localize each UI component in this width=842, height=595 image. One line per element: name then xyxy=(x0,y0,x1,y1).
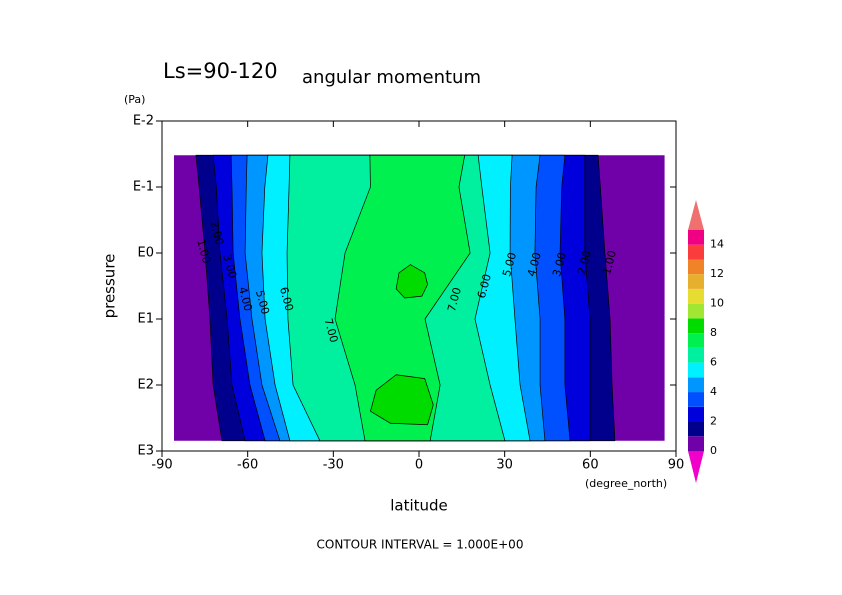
colorbar-under xyxy=(688,451,704,483)
y-unit: (Pa) xyxy=(124,93,145,106)
colorbar-swatch xyxy=(688,274,704,289)
y-tick-label: E-2 xyxy=(133,114,154,129)
x-tick-label: 60 xyxy=(582,458,599,473)
colorbar-tick-label: 0 xyxy=(710,444,717,457)
colorbar-swatch xyxy=(688,377,704,393)
contour-label: 4.00 xyxy=(525,251,544,278)
colorbar-tick-label: 2 xyxy=(710,415,717,428)
contour-label: 2.00 xyxy=(575,249,594,276)
x-axis-label: latitude xyxy=(390,497,448,515)
colorbar-tick-label: 6 xyxy=(710,356,717,369)
contour-label: 5.00 xyxy=(500,251,519,278)
colorbar-tick-label: 14 xyxy=(710,238,724,251)
x-tick-label: -90 xyxy=(151,458,172,473)
colorbar-swatch xyxy=(688,230,704,245)
contour-label: 6.00 xyxy=(277,285,296,312)
contour-label: 7.00 xyxy=(445,286,464,313)
closed-contour xyxy=(395,264,428,299)
colorbar-swatch xyxy=(688,288,704,304)
contour-band xyxy=(334,154,471,442)
footer-note: CONTOUR INTERVAL = 1.000E+00 xyxy=(317,538,524,552)
x-tick-label: -60 xyxy=(237,458,258,473)
colorbar-swatch xyxy=(688,436,704,451)
contour-label: 3.00 xyxy=(550,251,569,278)
colorbar-tick-label: 10 xyxy=(710,297,724,310)
colorbar-swatch xyxy=(688,244,704,260)
colorbar-swatch xyxy=(688,333,704,348)
colorbar-swatch xyxy=(688,421,704,437)
contour-label: 2.00 xyxy=(207,219,226,246)
x-tick-label: 90 xyxy=(668,458,685,473)
colorbar-swatch xyxy=(688,259,704,275)
colorbar-swatch xyxy=(688,392,704,407)
contour-label: 4.00 xyxy=(236,285,255,312)
chart-title: Ls=90-120 xyxy=(163,59,278,83)
x-tick-label: 0 xyxy=(415,458,423,473)
y-tick-label: E-1 xyxy=(133,180,154,195)
closed-contour xyxy=(370,374,434,426)
contour-label: 5.00 xyxy=(253,289,272,316)
contour-label: 1.00 xyxy=(194,238,213,265)
colorbar-tick-label: 4 xyxy=(710,385,717,398)
chart-subtitle: angular momentum xyxy=(302,67,481,88)
y-tick-label: E0 xyxy=(138,246,155,261)
contour-label: 1.00 xyxy=(600,249,619,276)
y-tick-label: E1 xyxy=(138,312,155,327)
contour-label: 3.00 xyxy=(220,253,239,280)
y-axis-label: pressure xyxy=(101,254,119,319)
colorbar-swatch xyxy=(688,303,704,319)
colorbar-swatch xyxy=(688,347,704,363)
colorbar-tick-label: 12 xyxy=(710,267,724,280)
colorbar-swatch xyxy=(688,362,704,378)
x-tick-label: 30 xyxy=(496,458,513,473)
y-tick-label: E3 xyxy=(138,444,155,459)
colorbar-over xyxy=(688,200,704,230)
x-unit: (degree_north) xyxy=(585,477,667,490)
contour-label: 7.00 xyxy=(322,317,341,344)
colorbar-swatch xyxy=(688,318,704,334)
colorbar-tick-label: 8 xyxy=(710,326,717,339)
x-tick-label: -30 xyxy=(323,458,344,473)
colorbar-swatch xyxy=(688,406,704,422)
y-tick-label: E2 xyxy=(138,378,155,393)
contour-label: 6.00 xyxy=(475,273,494,300)
